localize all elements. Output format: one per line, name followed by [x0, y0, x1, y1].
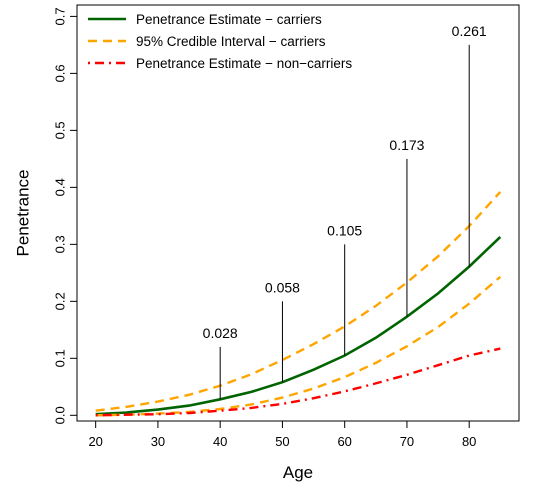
y-tick-label: 0.5: [52, 121, 67, 139]
annotation-label: 0.173: [389, 137, 424, 153]
legend-label: Penetrance Estimate − non−carriers: [136, 56, 352, 71]
y-tick-label: 0.3: [52, 235, 67, 253]
annotation-label: 0.058: [265, 279, 300, 295]
annotations: 0.028 0.058 0.105 0.173 0.261: [203, 23, 487, 400]
annotation-label: 0.028: [203, 325, 238, 341]
x-tick-label: 20: [88, 434, 102, 449]
y-tick-label: 0.6: [52, 64, 67, 82]
y-axis-label: Penetrance: [13, 170, 32, 257]
x-tick-label: 70: [400, 434, 414, 449]
x-tick-label: 40: [213, 434, 227, 449]
y-tick-label: 0.2: [52, 292, 67, 310]
series-line-0: [95, 235, 502, 416]
x-axis-label: Age: [283, 463, 313, 482]
x-axis: 20 30 40 50 60 70 80: [88, 420, 476, 449]
series-line-1: [95, 191, 502, 412]
series-line-3: [95, 347, 501, 417]
annotation-label: 0.261: [452, 23, 487, 39]
legend-label: Penetrance Estimate − carriers: [136, 12, 322, 27]
series-lines: [95, 191, 502, 417]
x-tick-label: 60: [337, 434, 351, 449]
annotation-label: 0.105: [327, 222, 362, 238]
y-tick-label: 0.0: [52, 406, 67, 424]
legend-label: 95% Credible Interval − carriers: [136, 34, 326, 49]
y-tick-label: 0.4: [52, 178, 67, 196]
x-tick-label: 30: [151, 434, 165, 449]
y-axis: 0.0 0.1 0.2 0.3 0.4 0.5 0.6 0.7: [52, 7, 78, 424]
x-tick-label: 80: [462, 434, 476, 449]
series-line-2: [95, 275, 502, 417]
y-tick-label: 0.1: [52, 349, 67, 367]
y-tick-label: 0.7: [52, 7, 67, 25]
legend: Penetrance Estimate − carriers 95% Credib…: [88, 12, 352, 71]
x-tick-label: 50: [275, 434, 289, 449]
